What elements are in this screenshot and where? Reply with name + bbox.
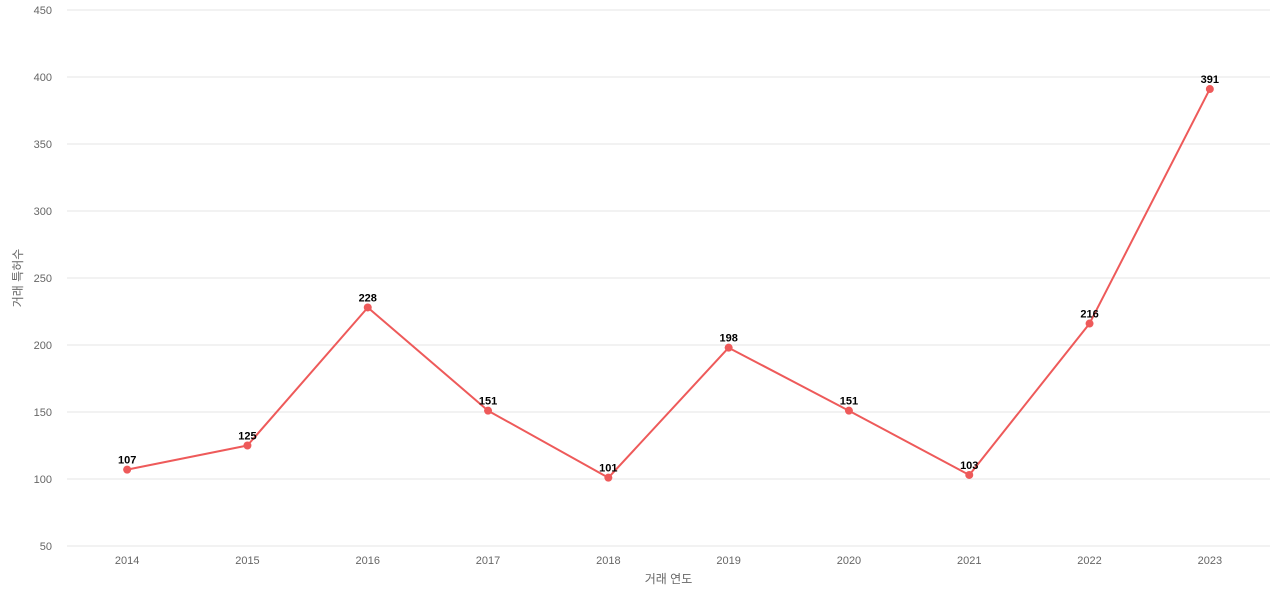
x-tick-label: 2021 [957,555,981,567]
data-label: 107 [118,455,136,467]
data-point [243,441,252,450]
data-label: 125 [238,431,256,443]
y-tick-label: 400 [34,72,52,84]
data-labels: 107 125 228 151 101 198 151 103 216 391 [118,74,1219,475]
x-tick-label: 2022 [1077,555,1101,567]
y-tick-label: 150 [34,407,52,419]
data-label: 103 [960,460,978,472]
x-tick-label: 2016 [356,555,380,567]
data-point [1085,319,1094,328]
x-axis-ticks: 2014 2015 2016 2017 2018 2019 2020 2021 2022 2023 [115,555,1222,567]
data-label: 151 [840,396,858,408]
series-line [127,88,1211,479]
data-point [1205,85,1214,94]
y-tick-label: 250 [34,273,52,285]
x-tick-label: 2019 [716,555,740,567]
data-point [604,473,613,482]
y-axis-title: 거래 특허수 [11,249,25,308]
y-tick-label: 300 [34,206,52,218]
y-tick-label: 50 [40,541,52,553]
data-label: 391 [1201,74,1219,86]
y-tick-label: 350 [34,139,52,151]
data-label: 216 [1080,309,1098,321]
y-tick-label: 200 [34,340,52,352]
data-label: 228 [359,292,377,304]
x-tick-label: 2014 [115,555,139,567]
data-point [724,343,733,352]
grid-lines [67,9,1270,547]
y-tick-label: 100 [34,474,52,486]
x-tick-label: 2020 [837,555,861,567]
x-axis-title: 거래 연도 [645,572,693,586]
x-tick-label: 2015 [235,555,259,567]
data-label: 101 [599,463,617,475]
data-label: 198 [719,333,737,345]
data-label: 151 [479,396,497,408]
y-tick-label: 450 [34,5,52,17]
x-tick-label: 2023 [1198,555,1222,567]
x-tick-label: 2017 [476,555,500,567]
y-axis-ticks: 50 100 150 200 250 300 350 400 450 [34,5,52,553]
x-tick-label: 2018 [596,555,620,567]
data-point [363,303,372,312]
data-point [844,406,853,415]
series-layer [123,85,1214,482]
data-point [123,465,132,474]
data-point [484,406,493,415]
data-point [965,470,974,479]
